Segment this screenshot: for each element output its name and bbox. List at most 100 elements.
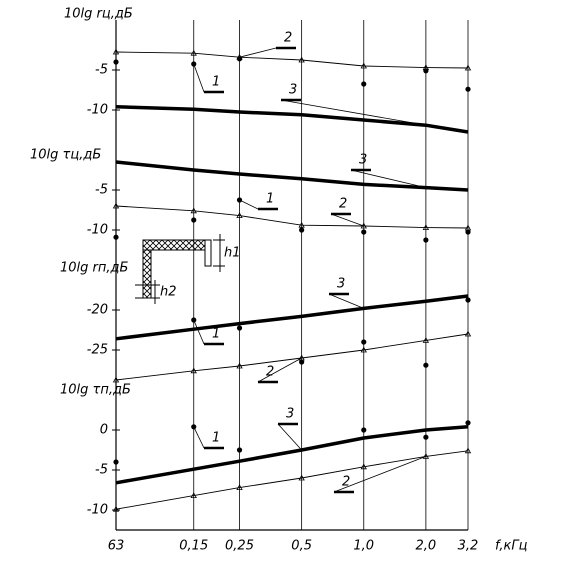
x-axis-label: f,кГц xyxy=(495,539,528,554)
leader-line xyxy=(239,47,277,58)
data-point xyxy=(236,325,243,331)
data-point xyxy=(191,61,197,67)
inset-label: h2 xyxy=(160,285,177,300)
leader-line xyxy=(193,426,205,449)
data-point xyxy=(191,317,197,323)
y-tick-label: 0 xyxy=(100,423,108,438)
leader-line xyxy=(239,199,259,210)
y-tick-label: -5 xyxy=(95,63,108,78)
triangle-marker xyxy=(190,207,197,214)
leader-line xyxy=(193,319,205,345)
triangle-marker xyxy=(236,212,243,218)
series-label: 2 xyxy=(266,365,274,380)
leader-line xyxy=(193,63,205,93)
triangle-marker xyxy=(112,376,120,383)
data-point xyxy=(236,197,243,203)
triangle-marker xyxy=(112,505,120,512)
y-tick-label: -5 xyxy=(95,183,108,198)
data-line xyxy=(115,160,469,192)
data-point xyxy=(113,234,119,240)
triangle-marker xyxy=(360,62,367,69)
data-point xyxy=(423,434,429,440)
data-line xyxy=(115,294,469,341)
data-line xyxy=(115,51,469,69)
data-point xyxy=(361,229,367,235)
data-point xyxy=(465,420,471,426)
triangle-marker xyxy=(422,453,430,459)
triangle-marker xyxy=(464,64,472,71)
leader-line xyxy=(277,423,302,451)
data-point xyxy=(299,359,305,365)
triangle-marker xyxy=(112,202,120,209)
y-axis-label: 10lg rп,дБ xyxy=(60,261,129,276)
x-tick-label: 3,2 xyxy=(458,539,479,554)
data-point xyxy=(299,227,305,233)
data-point xyxy=(465,86,471,92)
data-point xyxy=(423,362,429,368)
series-label: 3 xyxy=(289,83,297,98)
x-tick-label: 0,5 xyxy=(291,539,312,554)
x-tick-label: 63 xyxy=(108,539,125,554)
data-line xyxy=(115,105,469,134)
series-label: 2 xyxy=(342,475,350,490)
leader-line xyxy=(280,99,426,126)
series-label: 2 xyxy=(339,197,347,212)
triangle-marker xyxy=(190,492,197,498)
y-tick-label: -5 xyxy=(95,463,108,478)
triangle-marker xyxy=(236,362,243,369)
triangle-marker xyxy=(112,48,120,55)
triangle-marker xyxy=(422,337,430,343)
y-tick-label: -25 xyxy=(87,343,108,358)
series-label: 1 xyxy=(212,327,220,342)
series-label: 3 xyxy=(359,153,367,168)
data-point xyxy=(423,237,429,243)
triangle-marker xyxy=(360,346,367,353)
leader-line xyxy=(257,357,302,383)
y-tick-label: -10 xyxy=(87,103,108,118)
data-point xyxy=(465,297,471,303)
triangle-marker xyxy=(298,354,305,361)
data-point xyxy=(361,427,367,433)
data-point xyxy=(361,339,367,345)
series-label: 3 xyxy=(286,407,294,422)
data-line xyxy=(115,450,469,510)
triangle-marker xyxy=(464,447,472,454)
triangle-marker xyxy=(190,49,197,56)
leader-line xyxy=(330,213,364,227)
triangle-marker xyxy=(464,330,472,337)
triangle-marker xyxy=(464,224,472,231)
y-axis-label: 10lg rц,дБ xyxy=(64,7,133,22)
y-axis-label: 10lg τц,дБ xyxy=(30,148,101,163)
series-label: 2 xyxy=(284,31,292,46)
data-point xyxy=(113,459,119,465)
x-tick-label: 1,0 xyxy=(353,539,374,554)
triangle-marker xyxy=(422,224,430,230)
data-line xyxy=(115,425,469,485)
leader-line xyxy=(328,293,364,309)
data-point xyxy=(361,81,367,87)
data-point xyxy=(191,217,197,223)
series-label: 3 xyxy=(337,277,345,292)
x-tick-label: 0,15 xyxy=(179,539,208,554)
data-point xyxy=(236,447,243,453)
triangle-marker xyxy=(190,367,197,374)
leader-line xyxy=(350,169,426,188)
triangle-marker xyxy=(298,221,305,228)
series-label: 1 xyxy=(212,75,220,90)
x-tick-label: 2,0 xyxy=(416,539,437,554)
data-point xyxy=(465,229,471,235)
triangle-marker xyxy=(236,484,243,490)
x-tick-label: 0,25 xyxy=(225,539,254,554)
series-label: 1 xyxy=(266,192,274,207)
inset-label: h1 xyxy=(224,246,241,261)
series-label: 1 xyxy=(212,431,220,446)
data-line xyxy=(115,333,469,381)
y-tick-label: -10 xyxy=(87,223,108,238)
y-axis-label: 10lg τп,дБ xyxy=(60,383,131,398)
data-point xyxy=(113,59,119,65)
triangle-marker xyxy=(298,474,305,481)
y-tick-label: -10 xyxy=(87,503,108,518)
data-line xyxy=(115,205,469,229)
data-point xyxy=(191,424,197,430)
